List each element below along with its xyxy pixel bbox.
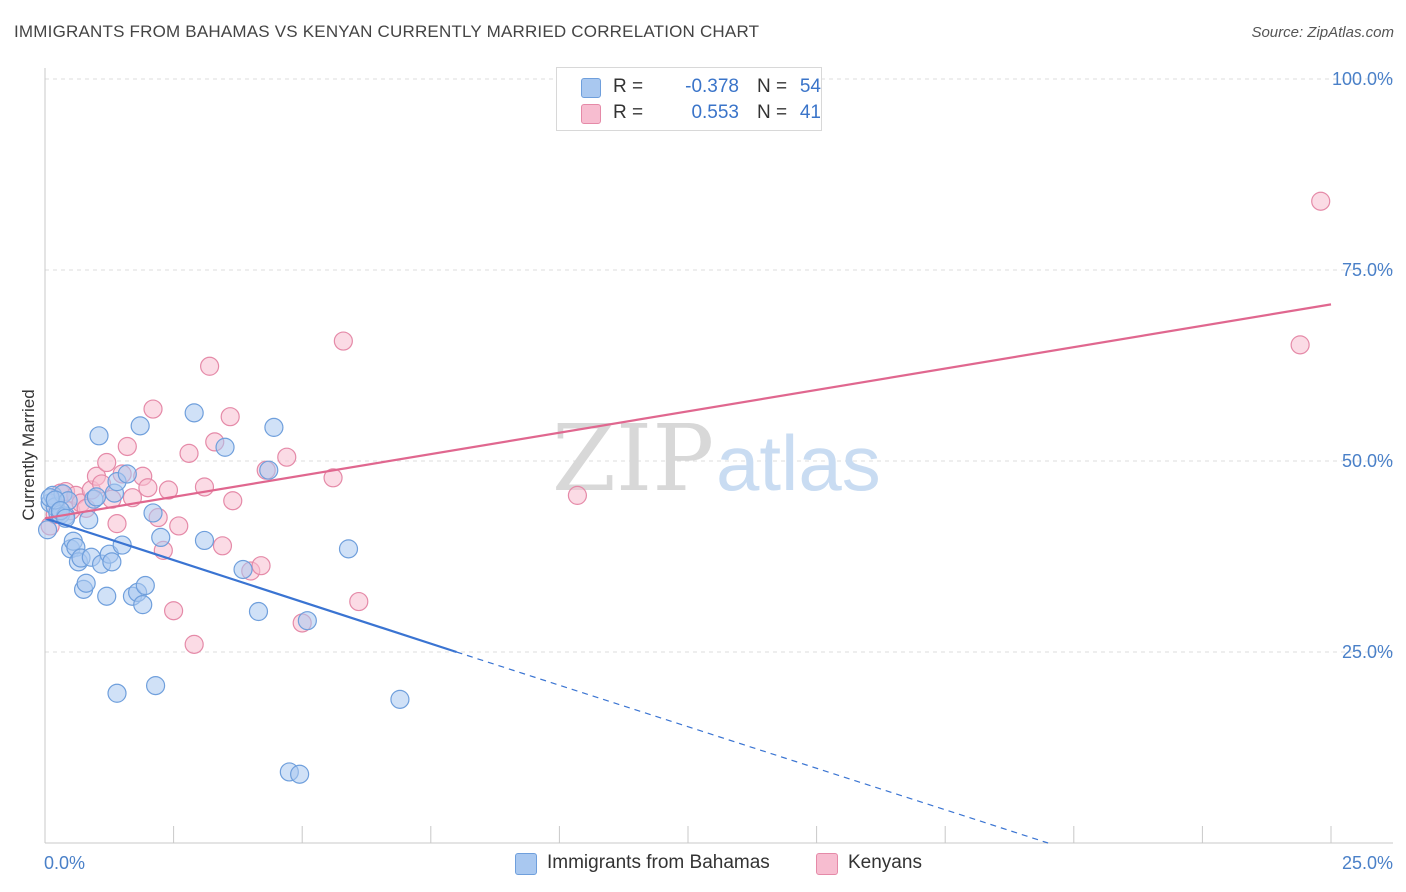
y-tick-label: 100.0%: [1332, 69, 1393, 89]
data-point: [112, 535, 132, 555]
data-point: [1290, 335, 1310, 355]
x-tick-label: 25.0%: [1342, 853, 1393, 873]
watermark-atlas: atlas: [716, 419, 881, 507]
data-point: [220, 407, 240, 427]
data-point: [79, 510, 99, 530]
x-tick-label: 0.0%: [44, 853, 85, 873]
legend-swatch-kenyans: [581, 104, 601, 124]
data-point: [164, 601, 184, 621]
data-point: [233, 559, 253, 580]
data-point: [97, 586, 117, 606]
y-tick-label: 25.0%: [1342, 642, 1393, 662]
trend-line-extension: [456, 651, 1049, 844]
data-point: [37, 520, 58, 540]
data-point: [297, 611, 317, 631]
y-tick-label: 50.0%: [1342, 451, 1393, 471]
data-point: [277, 447, 297, 467]
series-bahamas: [37, 403, 410, 784]
trend-lines: [44, 303, 1332, 844]
data-point: [259, 460, 279, 480]
data-point: [107, 514, 127, 534]
data-point: [117, 464, 137, 484]
data-point: [333, 331, 353, 351]
bottom-legend-label-bahamas: Immigrants from Bahamas: [547, 852, 770, 873]
data-point: [143, 503, 163, 523]
bottom-legend-swatch-kenyans: [816, 853, 838, 875]
legend-n-value: 41: [799, 102, 821, 123]
data-point: [169, 516, 189, 536]
bottom-legend-label-kenyans: Kenyans: [848, 852, 922, 873]
data-point: [223, 491, 243, 511]
data-point: [264, 417, 284, 437]
data-point: [567, 485, 588, 505]
legend-n-value: 54: [799, 76, 821, 97]
data-point: [248, 601, 269, 622]
data-point: [323, 468, 343, 488]
data-point: [1311, 191, 1331, 211]
data-point: [143, 399, 163, 419]
legend-r-value: -0.378: [685, 76, 739, 97]
data-point: [130, 416, 150, 436]
data-point: [86, 487, 107, 507]
trend-line-bahamas: [44, 517, 457, 654]
data-point: [338, 539, 359, 559]
data-points: [37, 191, 1331, 784]
data-point: [145, 676, 166, 696]
data-point: [102, 552, 122, 572]
legend-r-value: 0.553: [691, 102, 739, 123]
legend-n-label: N =: [757, 102, 788, 123]
data-point: [212, 536, 233, 556]
data-point: [194, 530, 215, 551]
series-kenyans: [40, 191, 1331, 654]
data-point: [179, 443, 199, 463]
data-point: [349, 591, 369, 612]
data-point: [390, 689, 410, 709]
data-point: [200, 356, 220, 376]
legend-r-label: R =: [613, 76, 644, 97]
data-point: [215, 437, 235, 457]
data-point: [251, 556, 271, 576]
legend-n-label: N =: [757, 76, 788, 97]
data-point: [135, 575, 155, 596]
legend-r-label: R =: [613, 102, 644, 123]
data-point: [184, 403, 204, 423]
trend-line-kenyans: [44, 303, 1332, 520]
chart-title: IMMIGRANTS FROM BAHAMAS VS KENYAN CURREN…: [14, 22, 760, 41]
chart-source: Source: ZipAtlas.com: [1251, 24, 1394, 41]
data-point: [184, 634, 204, 654]
data-point: [97, 452, 117, 473]
legend-swatch-bahamas: [581, 78, 601, 98]
y-tick-label: 75.0%: [1342, 260, 1393, 280]
data-point: [151, 527, 171, 548]
data-point: [290, 764, 310, 784]
watermark: ZIP atlas: [552, 405, 881, 512]
correlation-legend: R = -0.378 N = 54 R = 0.553 N = 41: [556, 67, 822, 131]
data-point: [107, 683, 127, 703]
data-point: [138, 478, 158, 498]
axes: [44, 68, 1393, 844]
bottom-legend-swatch-bahamas: [515, 853, 537, 875]
data-point: [76, 573, 96, 593]
data-point: [133, 595, 153, 615]
y-axis-label: Currently Married: [19, 389, 38, 520]
data-point: [89, 426, 109, 446]
tick-labels: 25.0% 50.0% 75.0% 100.0% 0.0% 25.0%: [44, 69, 1393, 873]
data-point: [158, 480, 179, 500]
data-point: [117, 436, 137, 457]
